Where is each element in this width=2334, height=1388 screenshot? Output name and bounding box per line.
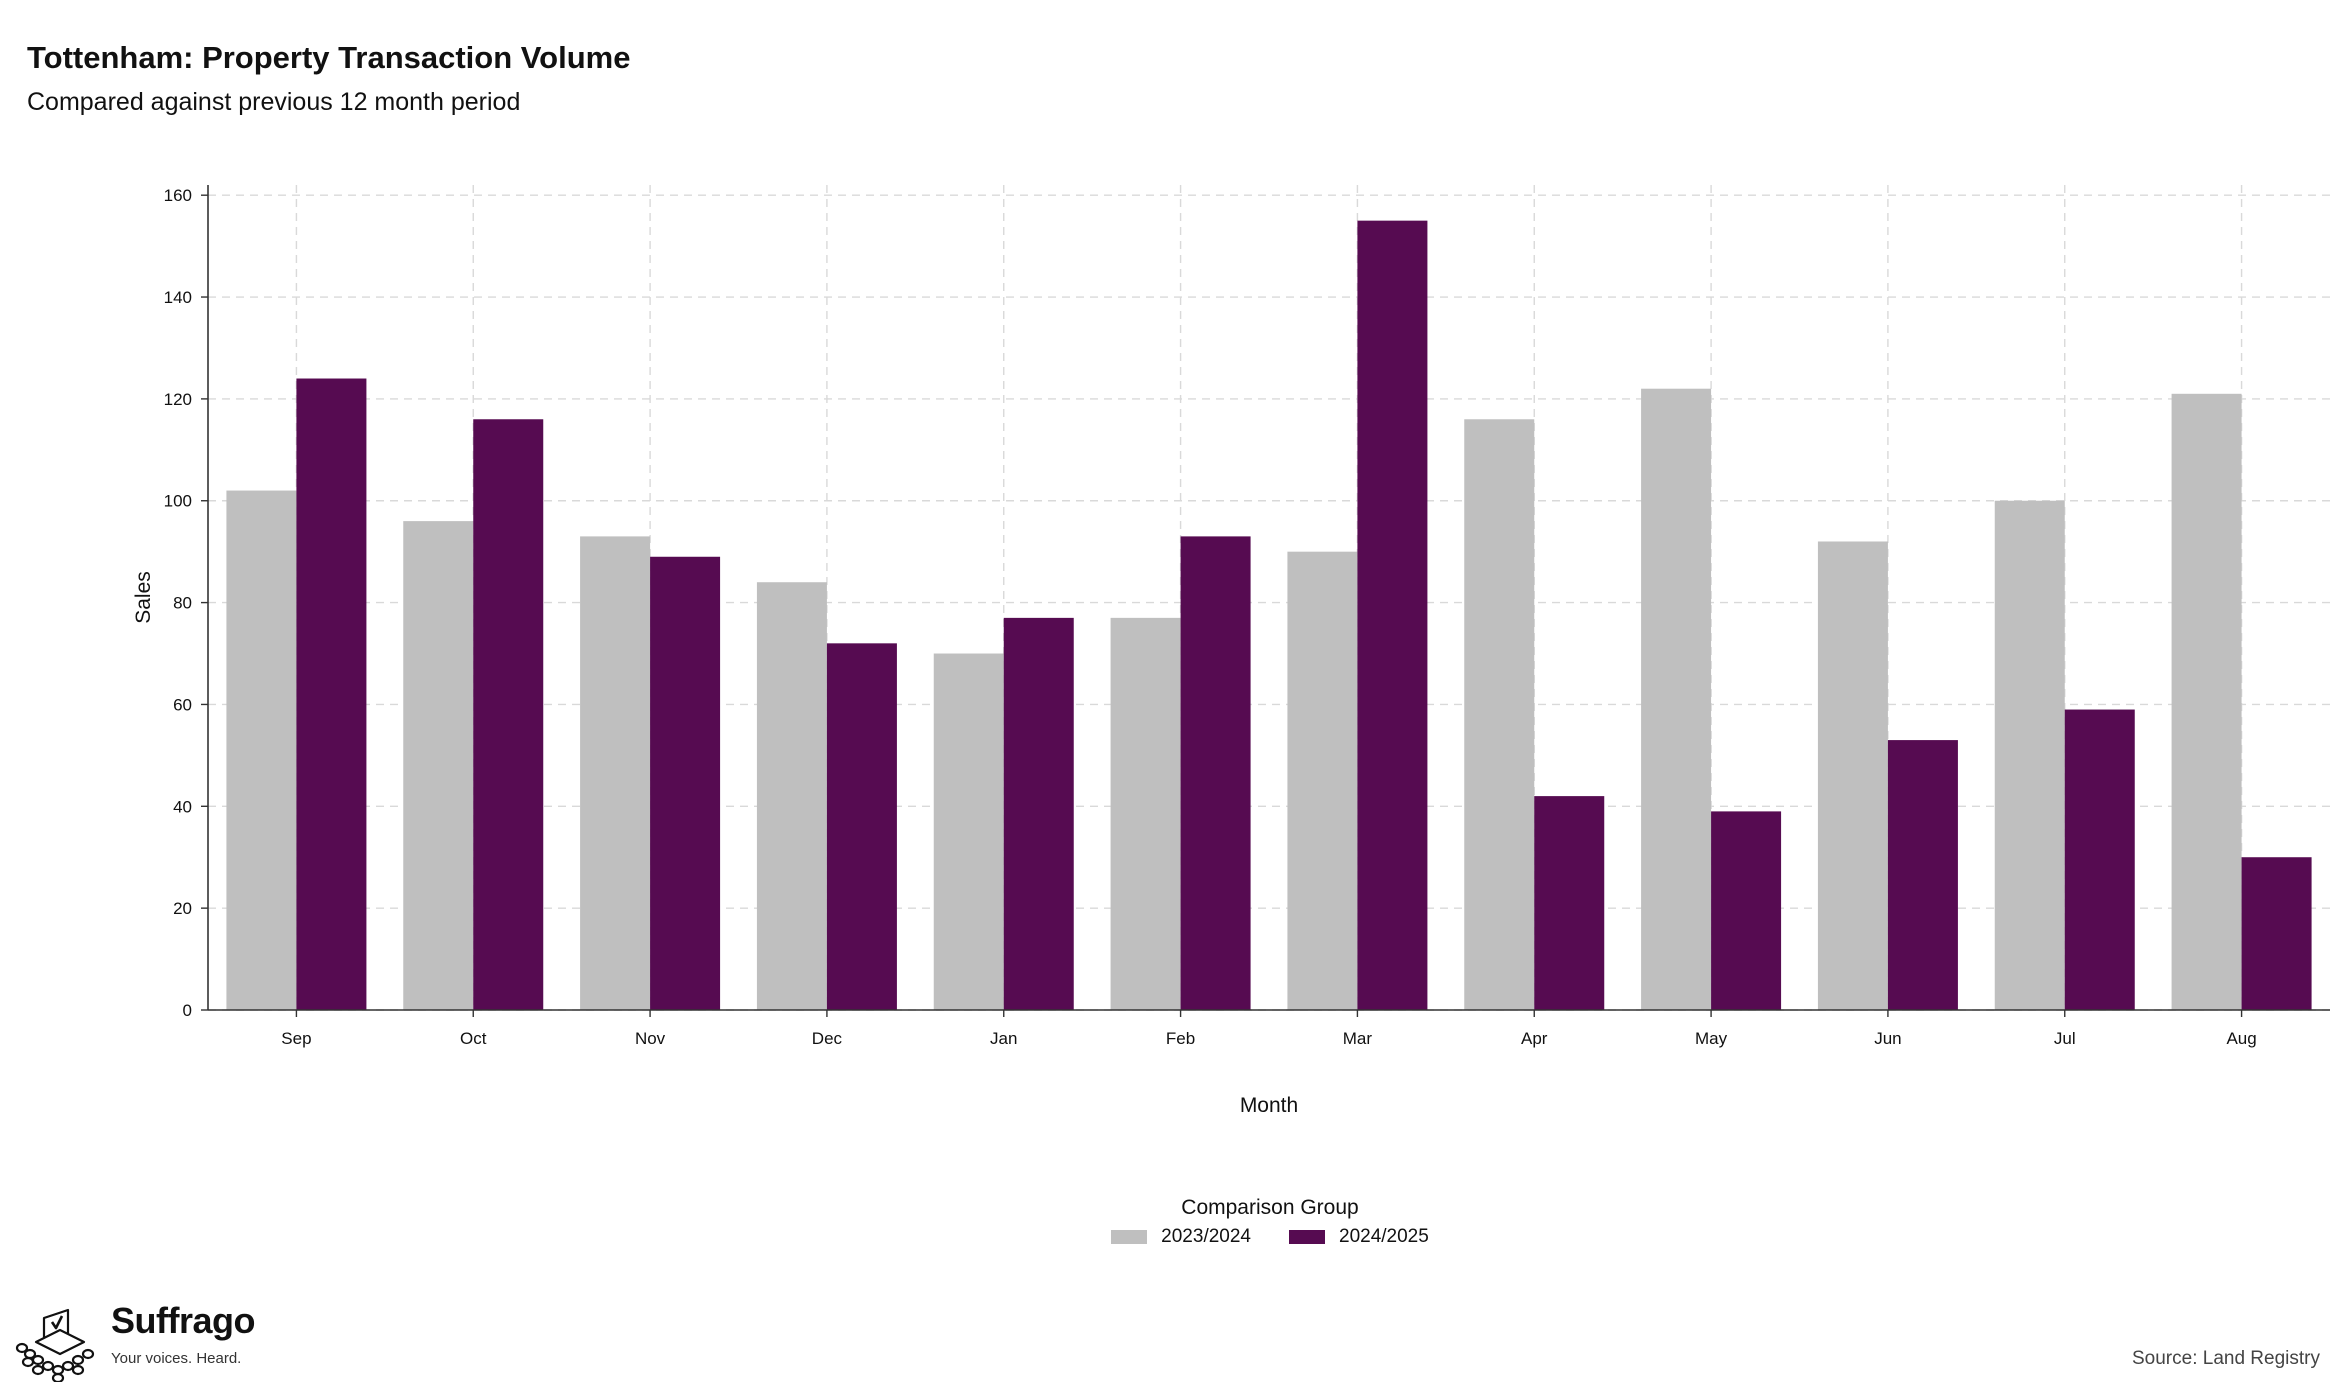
bar-2024-2025-mar [1357, 220, 1428, 1011]
chart-subtitle: Compared against previous 12 month perio… [27, 88, 521, 116]
y-tick-label: 60 [173, 695, 192, 714]
x-tick-label: May [1695, 1029, 1728, 1048]
bar-2023-2024-aug [2171, 393, 2242, 1011]
bar-2023-2024-mar [1287, 551, 1358, 1010]
legend-title: Comparison Group [1181, 1196, 1359, 1219]
bar-2023-2024-feb [1110, 617, 1181, 1010]
x-tick-label: Dec [812, 1029, 843, 1048]
legend-item-2024-2025: 2024/2025 [1289, 1226, 1429, 1248]
y-tick-label: 0 [183, 1001, 192, 1020]
legend-label-2024-2025: 2024/2025 [1339, 1226, 1429, 1247]
x-tick-label: Sep [281, 1029, 311, 1048]
legend-item-2023-2024: 2023/2024 [1111, 1226, 1251, 1248]
x-axis-title: Month [1240, 1094, 1298, 1117]
x-tick-label: Jul [2054, 1029, 2076, 1048]
bar-2023-2024-nov [580, 536, 651, 1010]
y-tick-label: 40 [173, 797, 192, 816]
bar-2024-2025-jul [2064, 709, 2135, 1010]
chart-title: Tottenham: Property Transaction Volume [27, 40, 631, 75]
bar-2023-2024-sep [226, 490, 297, 1010]
legend-swatch-2024-2025 [1289, 1230, 1325, 1244]
y-tick-label: 80 [173, 594, 192, 613]
bar-chart: 0 20 40 60 80 100 120 140 160 Sep Oct Nov Dec Jan Feb M… [132, 185, 2330, 1117]
source-note: Source: Land Registry [2132, 1348, 2320, 1369]
y-tick-label: 100 [164, 492, 192, 511]
bar-2023-2024-jun [1817, 541, 1888, 1010]
bar-2024-2025-nov [650, 556, 721, 1010]
bar-2023-2024-apr [1464, 419, 1535, 1010]
bar-2023-2024-dec [756, 582, 827, 1010]
x-tick-label: Mar [1343, 1029, 1373, 1048]
bar-2024-2025-apr [1534, 796, 1605, 1010]
bar-2024-2025-sep [296, 378, 367, 1010]
legend: Comparison Group 2023/2024 2024/2025 [1090, 1196, 1450, 1248]
y-tick-label: 140 [164, 288, 192, 307]
y-tick-label: 120 [164, 390, 192, 409]
x-tick-label: Nov [635, 1029, 666, 1048]
y-tick-label: 20 [173, 899, 192, 918]
y-axis-title: Sales [132, 571, 155, 624]
bar-2024-2025-oct [473, 419, 544, 1010]
y-tick-label: 160 [164, 186, 192, 205]
bar-2024-2025-jan [1003, 617, 1074, 1010]
x-tick-label: Oct [460, 1029, 487, 1048]
x-tick-label: Apr [1521, 1029, 1548, 1048]
legend-swatch-2023-2024 [1111, 1230, 1148, 1244]
x-tick-label: Jan [990, 1029, 1017, 1048]
brand-tagline: Your voices. Heard. [111, 1350, 242, 1367]
x-tick-label: Feb [1166, 1029, 1195, 1048]
x-tick-label: Jun [1874, 1029, 1901, 1048]
bar-2024-2025-dec [826, 643, 897, 1010]
bar-2024-2025-may [1711, 811, 1782, 1010]
brand-name: Suffrago [111, 1300, 256, 1341]
bar-2023-2024-jan [933, 653, 1004, 1010]
x-tick-label: Aug [2226, 1029, 2256, 1048]
legend-label-2023-2024: 2023/2024 [1161, 1226, 1251, 1247]
bar-2024-2025-jun [1887, 740, 1958, 1010]
ballot-box-crowd-icon [15, 1308, 95, 1382]
bar-2024-2025-feb [1180, 536, 1251, 1010]
bar-2023-2024-oct [403, 521, 474, 1010]
bar-2024-2025-aug [2241, 857, 2312, 1010]
bar-2023-2024-jul [1994, 500, 2065, 1010]
bar-2023-2024-may [1641, 388, 1712, 1010]
